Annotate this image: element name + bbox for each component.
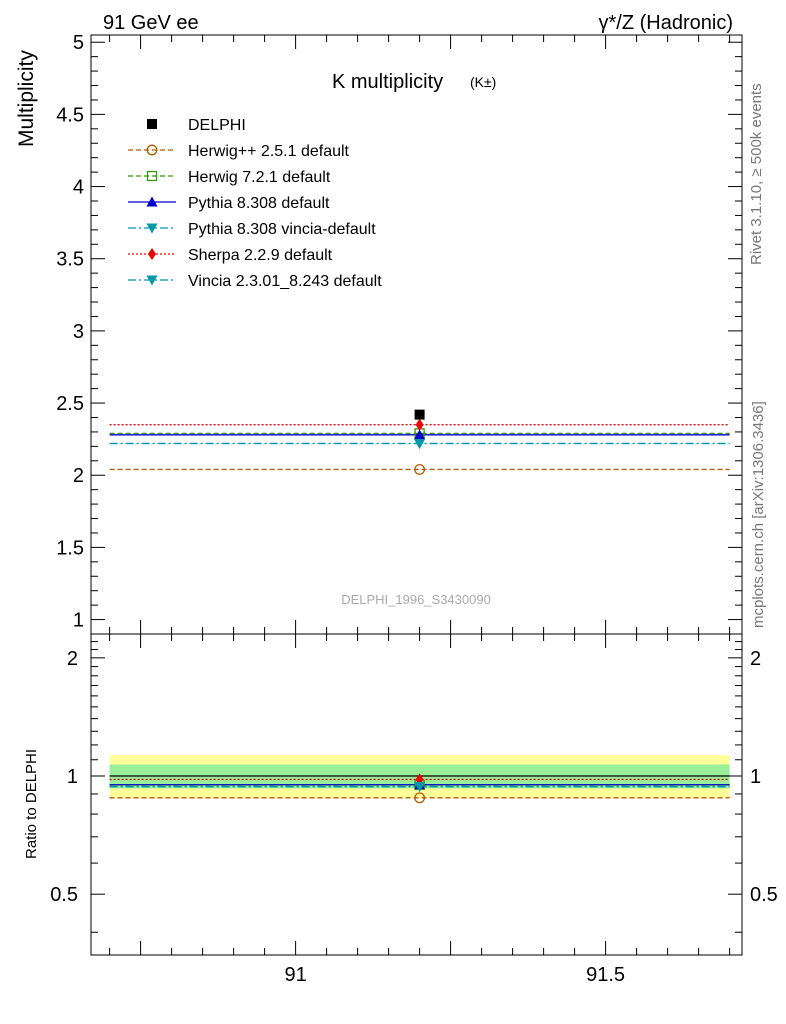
main-panel: 1 1.5 2 2.5 3 3.5 4 4.5 5 K multiplicity (K±) DE… (56, 32, 743, 635)
header-left: 91 GeV ee (103, 12, 199, 34)
legend-label-5: Sherpa 2.2.9 default (188, 247, 333, 264)
ratio-marker-0 (414, 792, 426, 804)
legend-label-1: Herwig++ 2.5.1 default (188, 143, 350, 160)
legend-label-4: Pythia 8.308 vincia-default (188, 221, 376, 238)
legend: DELPHI Herwig++ 2.5.1 default Herwig 7.2.1… (128, 117, 382, 290)
analysis-watermark: DELPHI_1996_S3430090 (341, 592, 491, 607)
ratio-marker-5 (414, 782, 426, 793)
legend-marker-6 (146, 275, 158, 286)
ratio-frame (90, 633, 743, 956)
main-y-tick-label: 3 (73, 321, 84, 343)
x-tick-label: 91 (284, 964, 306, 986)
main-y-tick-label: 2.5 (56, 393, 84, 415)
legend-marker-3 (146, 196, 158, 207)
chart-title-suffix: (K±) (470, 74, 496, 90)
series-marker-5 (414, 438, 426, 449)
main-y-axis-label: Multiplicity (15, 50, 38, 147)
main-y-tick-label: 4 (73, 177, 84, 199)
rivet-label: Rivet 3.1.10, ≥ 500k events (748, 83, 765, 265)
legend-marker-2 (146, 170, 158, 182)
legend-label-6: Vincia 2.3.01_8.243 default (188, 273, 382, 290)
ratio-y-tick-label-right: 1 (750, 766, 761, 788)
header-right: γ*/Z (Hadronic) (599, 12, 733, 34)
main-y-tick-label: 1.5 (56, 537, 84, 559)
legend-label-0: DELPHI (188, 117, 246, 134)
main-y-tick-label: 1 (73, 610, 84, 632)
main-y-tick-label: 4.5 (56, 104, 84, 126)
legend-label-2: Herwig 7.2.1 default (188, 169, 331, 186)
ratio-y-tick-label-right: 2 (750, 648, 761, 670)
ratio-y-tick-label: 0.5 (50, 884, 78, 906)
data-point (414, 409, 425, 420)
main-y-tick-label: 3.5 (56, 249, 84, 271)
ratio-panel: 0.5 0.5 1 1 2 2 (50, 633, 778, 956)
ratio-y-tick-label: 2 (67, 648, 78, 670)
legend-marker-5 (148, 248, 156, 260)
series-marker-4 (415, 418, 424, 431)
ratio-y-axis-label: Ratio to DELPHI (23, 749, 40, 859)
main-y-tick-label: 5 (73, 32, 84, 54)
chart-title: K multiplicity (332, 71, 443, 93)
main-y-tick-label: 2 (73, 465, 84, 487)
legend-label-3: Pythia 8.308 default (188, 195, 330, 212)
series-marker-2 (414, 429, 426, 440)
x-axis: 91 91.5 (109, 35, 731, 986)
legend-marker-4 (146, 223, 158, 234)
series-marker-0 (414, 464, 426, 475)
x-tick-label: 91.5 (586, 964, 625, 986)
legend-marker-0 (147, 119, 157, 129)
ratio-y-tick-label-right: 0.5 (750, 884, 778, 906)
legend-marker-1 (146, 144, 158, 156)
mcplots-label: mcplots.cern.ch [arXiv:1306.3436] (750, 401, 767, 628)
ratio-y-tick-label: 1 (67, 766, 78, 788)
